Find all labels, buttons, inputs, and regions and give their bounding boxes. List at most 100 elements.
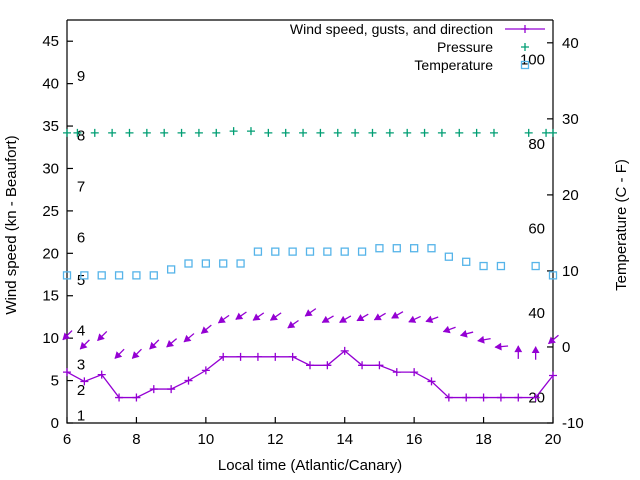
- temperature-point: [392, 244, 401, 253]
- fahrenheit-label: 80: [528, 136, 545, 153]
- beaufort-label-3: 3: [77, 357, 85, 374]
- gust-arrow: [149, 339, 160, 350]
- wind-speed-point: [514, 393, 523, 402]
- wind-speed-point: [531, 393, 540, 402]
- wind-speed-point: [496, 393, 505, 402]
- gust-arrow-head: [477, 335, 485, 344]
- gust-arrow: [235, 311, 247, 320]
- wind-speed-point: [236, 352, 245, 361]
- wind-speed-point: [271, 352, 280, 361]
- gust-arrow-head: [183, 334, 192, 343]
- y-tick-label: 0: [51, 415, 59, 432]
- pressure-point: [542, 128, 551, 137]
- gust-arrow-head: [166, 339, 175, 348]
- gust-arrow: [269, 312, 282, 321]
- fahrenheit-label: 100: [520, 52, 545, 69]
- y2-axis-ticks: -10 0 10 20 30 40: [547, 35, 584, 432]
- gust-arrow: [200, 324, 212, 334]
- pressure-point: [246, 127, 255, 136]
- temperature-point: [531, 261, 540, 271]
- temperature-point: [340, 247, 349, 256]
- pressure-point: [142, 128, 151, 137]
- gust-arrow-head: [531, 346, 540, 354]
- gust-arrow-head: [408, 315, 417, 323]
- wind-speed-point: [323, 361, 332, 370]
- gust-arrow: [62, 330, 73, 341]
- x-tick-label: 6: [63, 431, 71, 448]
- gust-direction-arrows: [62, 308, 559, 360]
- temperature-point: [375, 244, 384, 253]
- legend-label: Wind speed, gusts, and direction: [290, 21, 493, 37]
- gust-arrow-head: [356, 314, 365, 322]
- temperature-point: [236, 259, 245, 268]
- gust-arrow: [356, 313, 369, 322]
- gust-arrow-head: [442, 325, 451, 334]
- pressure-point: [125, 128, 134, 137]
- gust-arrow-head: [494, 342, 502, 351]
- gust-arrow: [339, 315, 352, 323]
- pressure-point: [160, 128, 169, 137]
- pressure-point: [437, 128, 446, 137]
- x-tick-label: 14: [336, 431, 353, 448]
- legend: Wind speed, gusts, and direction Pressure…: [290, 21, 545, 73]
- wind-speed-point: [115, 393, 124, 402]
- gust-arrow: [321, 315, 334, 323]
- wind-speed-point: [80, 377, 89, 386]
- gust-arrow-head: [321, 315, 330, 323]
- axes: [66, 19, 554, 424]
- pressure-point: [455, 128, 464, 137]
- gust-arrow-head: [114, 351, 123, 359]
- wind-speed-point: [479, 393, 488, 402]
- pressure-point: [108, 128, 117, 137]
- gust-arrow-head: [514, 345, 523, 353]
- gust-arrow: [477, 335, 491, 344]
- pressure-point: [368, 128, 377, 137]
- gust-arrow: [114, 348, 125, 359]
- legend-marker: [520, 60, 530, 70]
- y-axis-title: Wind speed (kn - Beaufort): [3, 135, 20, 314]
- wind-speed-point: [63, 368, 71, 377]
- x-tick-label: 20: [545, 431, 562, 448]
- gust-arrow: [531, 346, 540, 360]
- temperature-point: [253, 247, 263, 256]
- gust-arrow: [217, 314, 230, 324]
- beaufort-label-7: 7: [77, 178, 85, 195]
- gust-arrow-head: [548, 336, 556, 345]
- x-tick-label: 18: [475, 431, 492, 448]
- temperature-point: [357, 247, 367, 256]
- pressure-point: [299, 128, 308, 137]
- legend-marker: [521, 43, 529, 51]
- gust-arrow-head: [373, 313, 382, 321]
- gust-arrow-head: [339, 315, 348, 323]
- temperature-point: [80, 271, 89, 280]
- temperature-point: [444, 252, 454, 261]
- beaufort-label-6: 6: [77, 229, 85, 246]
- gust-arrow-head: [149, 341, 157, 350]
- gust-arrow: [97, 330, 108, 342]
- y-tick-label: 25: [42, 203, 59, 220]
- temperature-point: [548, 271, 558, 280]
- gust-arrow-head: [62, 332, 71, 341]
- pressure-point: [403, 128, 412, 137]
- temperature-point: [288, 247, 297, 256]
- pressure-point: [316, 128, 325, 137]
- beaufort-label-9: 9: [77, 68, 85, 85]
- beaufort-label-4: 4: [77, 323, 85, 340]
- temperature-point: [132, 271, 141, 280]
- gust-arrow-head: [425, 315, 434, 324]
- y-tick-label: 30: [42, 160, 59, 177]
- y2-axis-title: Temperature (C - F): [613, 159, 630, 291]
- pressure-point: [524, 128, 533, 137]
- temperature-point: [271, 247, 280, 256]
- temperature-point: [479, 261, 488, 271]
- temperature-point: [462, 257, 471, 266]
- gust-arrow: [442, 325, 456, 334]
- beaufort-label-5: 5: [77, 272, 85, 289]
- temperature-point: [496, 261, 506, 271]
- wind-speed-point: [462, 393, 471, 402]
- pressure-point: [281, 128, 290, 137]
